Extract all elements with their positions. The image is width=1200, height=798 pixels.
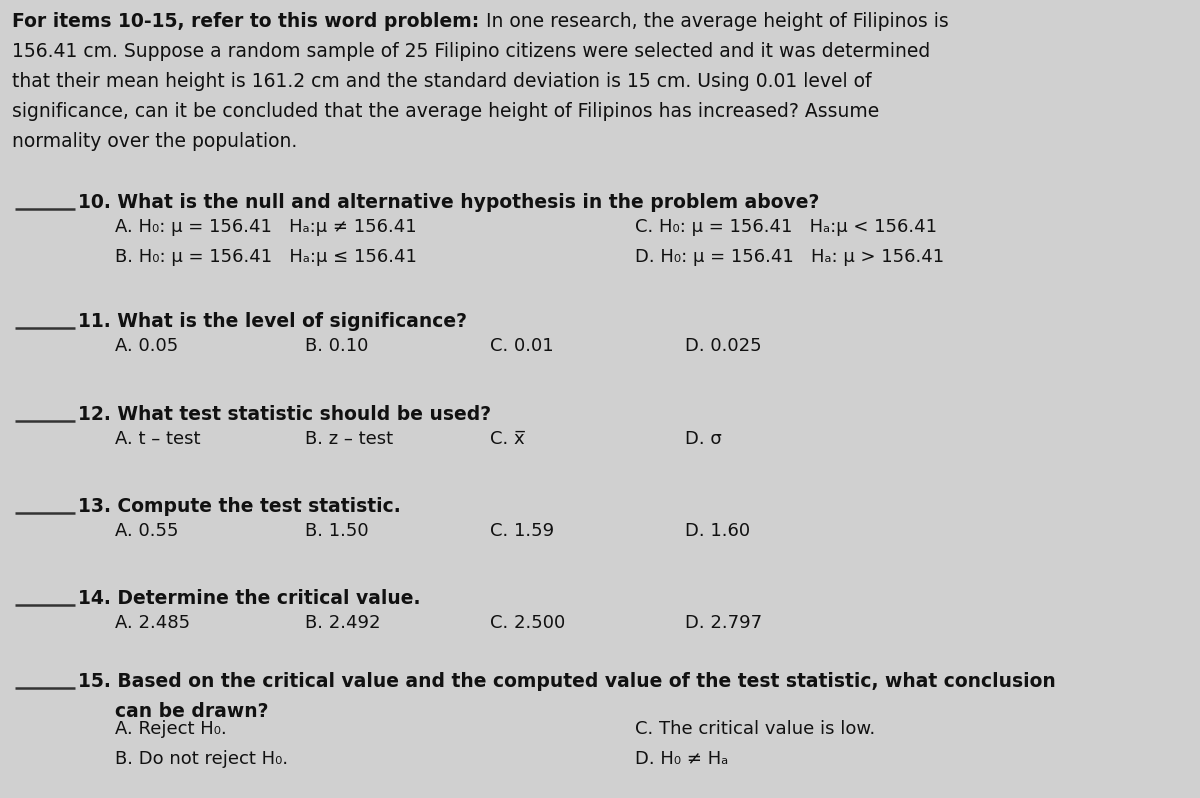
Text: B. Do not reject H₀.: B. Do not reject H₀. [115, 750, 288, 768]
Text: B. 2.492: B. 2.492 [305, 614, 380, 632]
Text: 156.41 cm. Suppose a random sample of 25 Filipino citizens were selected and it : 156.41 cm. Suppose a random sample of 25… [12, 42, 930, 61]
Text: A. Reject H₀.: A. Reject H₀. [115, 720, 227, 738]
Text: A. 0.55: A. 0.55 [115, 522, 179, 540]
Text: 15. Based on the critical value and the computed value of the test statistic, wh: 15. Based on the critical value and the … [78, 672, 1056, 691]
Text: 12. What test statistic should be used?: 12. What test statistic should be used? [78, 405, 491, 424]
Text: 10. What is the null and alternative hypothesis in the problem above?: 10. What is the null and alternative hyp… [78, 193, 820, 212]
Text: can be drawn?: can be drawn? [115, 702, 269, 721]
Text: C. H₀: μ = 156.41   Hₐ:μ < 156.41: C. H₀: μ = 156.41 Hₐ:μ < 156.41 [635, 218, 937, 236]
Text: B. 1.50: B. 1.50 [305, 522, 368, 540]
Text: D. σ: D. σ [685, 430, 721, 448]
Text: A. t – test: A. t – test [115, 430, 200, 448]
Text: D. H₀ ≠ Hₐ: D. H₀ ≠ Hₐ [635, 750, 728, 768]
Text: C. The critical value is low.: C. The critical value is low. [635, 720, 875, 738]
Text: normality over the population.: normality over the population. [12, 132, 298, 151]
Text: D. 0.025: D. 0.025 [685, 337, 762, 355]
Text: A. H₀: μ = 156.41   Hₐ:μ ≠ 156.41: A. H₀: μ = 156.41 Hₐ:μ ≠ 156.41 [115, 218, 416, 236]
Text: B. H₀: μ = 156.41   Hₐ:μ ≤ 156.41: B. H₀: μ = 156.41 Hₐ:μ ≤ 156.41 [115, 248, 416, 266]
Text: D. 1.60: D. 1.60 [685, 522, 750, 540]
Text: 11. What is the level of significance?: 11. What is the level of significance? [78, 312, 467, 331]
Text: significance, can it be concluded that the average height of Filipinos has incre: significance, can it be concluded that t… [12, 102, 880, 121]
Text: For items 10-15, refer to this word problem:: For items 10-15, refer to this word prob… [12, 12, 486, 31]
Text: C. 1.59: C. 1.59 [490, 522, 554, 540]
Text: A. 2.485: A. 2.485 [115, 614, 190, 632]
Text: D. H₀: μ = 156.41   Hₐ: μ > 156.41: D. H₀: μ = 156.41 Hₐ: μ > 156.41 [635, 248, 944, 266]
Text: that their mean height is 161.2 cm and the standard deviation is 15 cm. Using 0.: that their mean height is 161.2 cm and t… [12, 72, 871, 91]
Text: In one research, the average height of Filipinos is: In one research, the average height of F… [486, 12, 948, 31]
Text: 13. Compute the test statistic.: 13. Compute the test statistic. [78, 497, 401, 516]
Text: C. 0.01: C. 0.01 [490, 337, 553, 355]
Text: 14. Determine the critical value.: 14. Determine the critical value. [78, 589, 420, 608]
Text: C. x̅: C. x̅ [490, 430, 524, 448]
Text: B. 0.10: B. 0.10 [305, 337, 368, 355]
Text: A. 0.05: A. 0.05 [115, 337, 179, 355]
Text: D. 2.797: D. 2.797 [685, 614, 762, 632]
Text: B. z – test: B. z – test [305, 430, 394, 448]
Text: C. 2.500: C. 2.500 [490, 614, 565, 632]
